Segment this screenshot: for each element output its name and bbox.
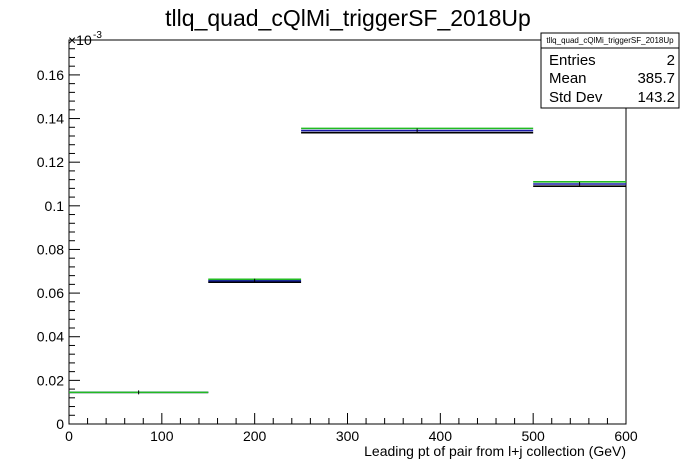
x-tick-label: 300 (336, 428, 360, 444)
stats-box-frame (540, 32, 680, 109)
histogram-series (69, 131, 626, 394)
y-axis: 0 0.02 0.04 0.06 0.08 0.1 0.12 0.14 0.16 (37, 39, 80, 432)
stats-mean-label: Mean (549, 70, 587, 87)
y-tick-label: 0 (56, 416, 64, 432)
y-tick-label: 0.08 (37, 241, 64, 257)
y-tick-label: 0.02 (37, 372, 64, 388)
y-tick-label: 0.06 (37, 285, 64, 301)
x-tick-label: 500 (521, 428, 545, 444)
stats-stddev-value: 143.2 (637, 89, 675, 106)
x-tick-label: 600 (614, 428, 638, 444)
stats-entries-label: Entries (549, 52, 596, 69)
stats-box: tllq_quad_cQlMi_triggerSF_2018Up Entries… (540, 32, 680, 109)
stats-mean-value: 385.7 (637, 70, 675, 87)
x-axis-label: Leading pt of pair from l+j collection (… (364, 443, 626, 459)
stats-entries-value: 2 (667, 52, 675, 69)
y-tick-label: 0.04 (37, 329, 64, 345)
y-exponent-power: -3 (93, 30, 102, 41)
y-tick-label: 0.16 (37, 67, 64, 83)
x-tick-label: 400 (429, 428, 453, 444)
histogram-series (69, 127, 626, 394)
x-tick-label: 0 (65, 428, 73, 444)
y-exponent-base: ×10 (68, 32, 92, 48)
histogram-bars (69, 127, 626, 395)
histogram-series (69, 129, 626, 394)
y-exponent: ×10 -3 (68, 30, 102, 48)
x-axis: 0 100 200 300 400 500 600 (65, 413, 638, 444)
stats-stddev-label: Std Dev (549, 89, 603, 106)
y-tick-label: 0.12 (37, 154, 64, 170)
x-tick-label: 200 (243, 428, 267, 444)
chart-title: tllq_quad_cQlMi_triggerSF_2018Up (165, 5, 531, 31)
stats-name: tllq_quad_cQlMi_triggerSF_2018Up (546, 36, 674, 45)
y-tick-label: 0.14 (37, 111, 64, 127)
y-tick-label: 0.1 (45, 198, 65, 214)
x-tick-label: 100 (150, 428, 174, 444)
